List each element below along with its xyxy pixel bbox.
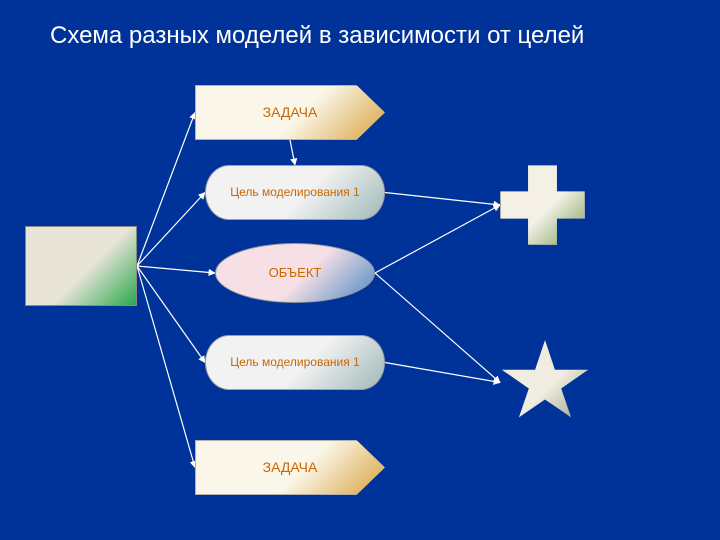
edge-object-to-cross_top [375,205,500,273]
node-task_top-label: ЗАДАЧА [259,103,322,122]
edge-source-to-task_bottom [137,266,195,468]
slide-title: Схема разных моделей в зависимости от це… [50,22,584,50]
edge-source-to-goal1 [137,193,205,267]
node-object-label: ОБЪЕКТ [265,264,326,282]
node-task_bottom-label: ЗАДАЧА [259,458,322,477]
node-cross_bottom [500,340,590,425]
node-goal2-label: Цель моделирования 1 [226,354,363,371]
node-goal2: Цель моделирования 1 [205,335,385,390]
node-cross_top [500,165,585,245]
edge-source-to-goal2 [137,266,205,363]
slide-stage: Схема разных моделей в зависимости от це… [0,0,720,540]
node-object: ОБЪЕКТ [215,243,375,303]
edge-goal2-to-cross_bottom [385,363,500,383]
node-goal1-label: Цель моделирования 1 [226,184,363,201]
node-task_bottom: ЗАДАЧА [195,440,385,495]
edge-source-to-object [137,266,215,273]
edge-goal1-to-cross_top [385,193,500,206]
node-source [25,226,137,306]
node-goal1: Цель моделирования 1 [205,165,385,220]
edge-object-to-cross_bottom [375,273,500,383]
edge-source-to-task_top [137,113,195,267]
node-task_top: ЗАДАЧА [195,85,385,140]
edge-task_top-to-goal1 [290,140,295,165]
